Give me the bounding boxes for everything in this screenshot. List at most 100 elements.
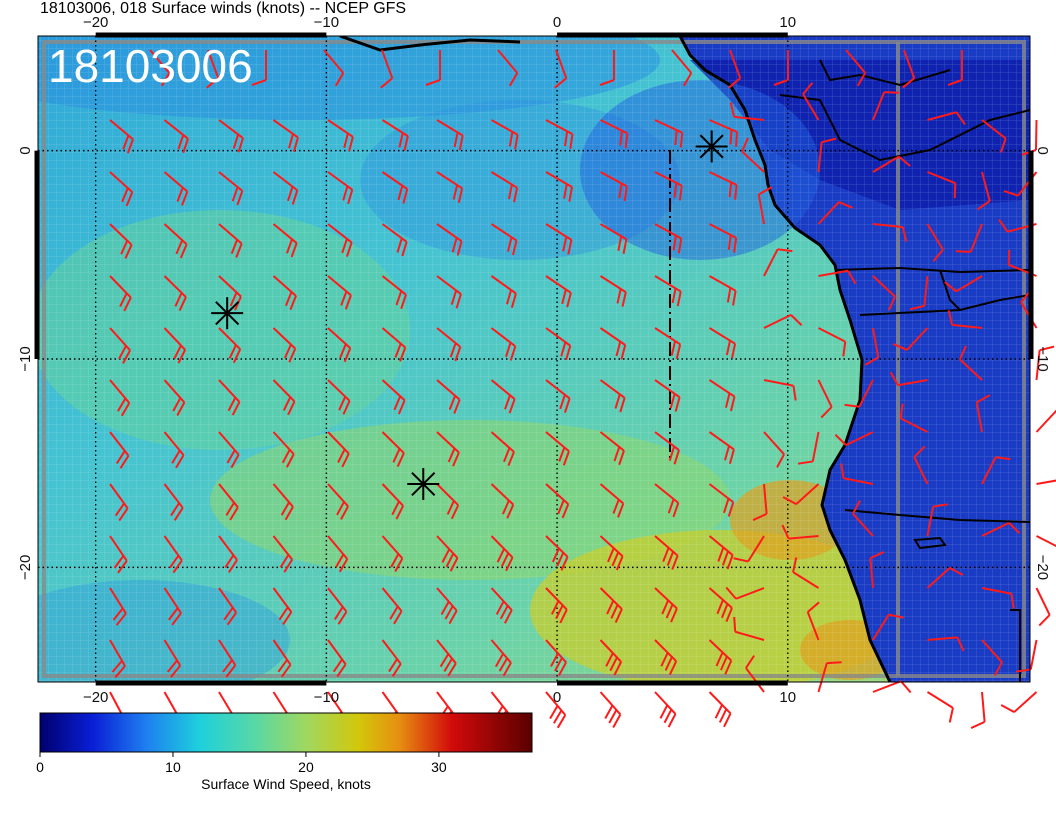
wind-barb — [708, 431, 735, 464]
wind-barb — [1035, 409, 1056, 433]
wind-barb — [709, 119, 739, 147]
wind-barb — [728, 49, 742, 89]
wind-barb — [654, 483, 680, 518]
wind-barb — [327, 483, 349, 520]
wind-barb — [817, 661, 842, 693]
wind-barb — [926, 691, 954, 723]
wind-barb — [109, 119, 134, 154]
wind-barb — [708, 639, 733, 675]
wind-barb — [163, 275, 187, 311]
wind-barb — [218, 639, 237, 678]
left-tick-label: −10 — [17, 346, 34, 371]
wind-barb — [327, 171, 354, 205]
wind-barb — [490, 535, 514, 572]
wind-barb — [218, 587, 238, 626]
wind-barb — [889, 371, 928, 387]
wind-barb — [327, 431, 350, 468]
wind-barb — [654, 275, 682, 307]
wind-barb — [436, 275, 462, 309]
wind-barb — [545, 483, 570, 519]
wind-barb — [599, 587, 623, 623]
colorbar-tick-label: 30 — [431, 759, 447, 775]
wind-barb — [599, 483, 625, 518]
wind-barb — [834, 431, 874, 447]
wind-barb — [327, 327, 352, 363]
wind-barb — [872, 275, 896, 311]
bottom-tick-label: 10 — [779, 689, 796, 706]
wind-barb — [545, 587, 568, 624]
frame-tick-bars — [34, 32, 1034, 686]
wind-barb — [864, 327, 880, 366]
wind-barb — [436, 431, 460, 467]
top-tick-label: −10 — [314, 14, 339, 31]
wind-barb — [218, 119, 244, 153]
wind-barb — [272, 171, 299, 205]
wind-barb — [654, 379, 681, 412]
wind-barb — [708, 327, 737, 359]
wind-barb — [1035, 345, 1055, 381]
wind-barb — [272, 327, 297, 363]
wind-barb — [725, 586, 765, 600]
date-stamp: 18103006 — [48, 40, 253, 92]
north-coastline — [339, 36, 521, 52]
wind-barb — [436, 379, 461, 414]
wind-barb — [545, 691, 567, 729]
wind-barb — [381, 639, 402, 677]
wind-barb — [1036, 477, 1056, 485]
wind-barb — [490, 223, 518, 256]
wind-barb — [381, 327, 407, 362]
wind-barb — [545, 275, 572, 308]
wind-barb — [109, 639, 126, 678]
wind-barb — [872, 613, 904, 641]
right-tick-label: −20 — [1034, 555, 1051, 580]
wind-barb — [490, 639, 512, 677]
wind-barb — [840, 463, 874, 485]
wind-barb — [381, 535, 404, 572]
wind-barb — [272, 275, 297, 311]
wind-barb — [817, 201, 854, 225]
wind-barb — [109, 587, 127, 626]
wind-barb — [436, 223, 463, 256]
wind-barb — [163, 119, 189, 154]
wind-barb — [752, 483, 768, 521]
wind-barb — [436, 587, 458, 625]
wind-barb — [781, 524, 819, 540]
right-tick-label: 0 — [1034, 146, 1051, 154]
wind-barb — [844, 379, 874, 408]
wind-barb — [251, 50, 267, 86]
wind-barb — [1036, 535, 1056, 551]
location-markers — [211, 130, 728, 501]
left-tick-label: 0 — [17, 146, 34, 154]
wind-barb — [490, 275, 517, 308]
wind-barb — [709, 171, 738, 200]
wind-barb — [599, 535, 624, 571]
wind-barb — [745, 655, 765, 693]
wind-barb — [218, 379, 241, 416]
wind-barb — [272, 119, 299, 152]
wind-barb — [490, 587, 513, 624]
wind-barb — [490, 379, 516, 414]
wind-barb — [763, 248, 793, 277]
wind-barb — [944, 275, 983, 293]
wind-barbs — [109, 49, 1056, 731]
wind-barb — [272, 379, 296, 416]
wind-barb — [733, 616, 765, 641]
wind-barb — [654, 691, 677, 728]
wind-barb — [959, 345, 983, 381]
wind-barb — [981, 119, 1007, 153]
axis-tick-labels: −20 −10 0 10 −20 −10 0 10 0 −10 −20 0 −1… — [17, 14, 1051, 706]
wind-barb — [545, 119, 574, 149]
wind-barb — [491, 119, 519, 150]
wind-barb — [327, 223, 353, 257]
wind-barb — [381, 171, 409, 204]
wind-barb — [817, 379, 833, 419]
wind-barb — [323, 49, 345, 87]
wind-barb — [218, 223, 243, 258]
wind-barb — [817, 137, 837, 173]
wind-barb — [497, 49, 519, 87]
wind-barb — [163, 223, 188, 259]
wind-barb — [902, 49, 916, 89]
wind-barb — [981, 639, 1003, 676]
wind-barb — [763, 313, 803, 329]
